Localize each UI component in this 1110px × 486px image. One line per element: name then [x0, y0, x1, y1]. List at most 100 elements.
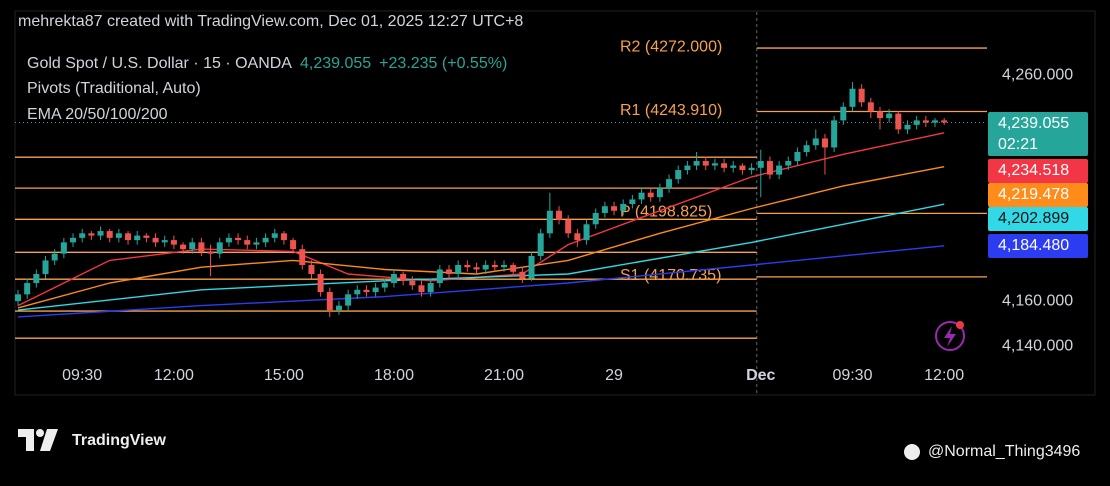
- candle-body: [262, 237, 269, 243]
- x-tick-label: 12:00: [924, 367, 964, 384]
- candle-body: [638, 192, 645, 200]
- candle-body: [895, 113, 902, 130]
- candle-body: [115, 233, 122, 238]
- ema-badge: [988, 183, 1088, 207]
- candle-body: [876, 111, 883, 119]
- candle-body: [125, 233, 132, 241]
- candle-body: [601, 206, 608, 213]
- candle-body: [748, 167, 755, 171]
- candle-body: [473, 267, 480, 270]
- candle-body: [235, 237, 242, 241]
- candle-body: [216, 242, 223, 254]
- candle-body: [611, 206, 618, 211]
- candle-body: [390, 274, 397, 284]
- candle-body: [97, 231, 104, 236]
- candle-body: [546, 210, 553, 234]
- candle-body: [143, 235, 150, 238]
- candle-body: [161, 240, 168, 243]
- candle-body: [785, 161, 792, 166]
- candle-body: [565, 219, 572, 234]
- pivot-label: R1 (4243.910): [620, 102, 722, 119]
- candle-body: [684, 165, 691, 171]
- candle-body: [280, 233, 287, 241]
- ema-line: [17, 203, 945, 311]
- price-badge: [988, 112, 1088, 156]
- candle-body: [629, 199, 636, 204]
- candle-body: [308, 264, 315, 274]
- ema-line: [17, 245, 945, 318]
- candle-body: [79, 233, 86, 238]
- candle-body: [501, 264, 508, 268]
- tradingview-logo: [18, 429, 58, 451]
- pivot-label: P (4198.825): [620, 204, 712, 221]
- symbol: Gold Spot / U.S. Dollar · 15 · OANDA: [27, 55, 292, 72]
- candle-body: [491, 264, 498, 268]
- candle-body: [42, 260, 49, 274]
- candle-body: [620, 203, 627, 211]
- candle-body: [445, 269, 452, 274]
- candle-body: [821, 138, 828, 148]
- candle-body: [803, 145, 810, 152]
- candle-body: [152, 237, 159, 243]
- candle-body: [345, 294, 352, 306]
- candle-body: [867, 102, 874, 112]
- candle-body: [409, 280, 416, 286]
- candle-body: [656, 188, 663, 198]
- candle-body: [583, 224, 590, 241]
- candle-body: [528, 255, 535, 279]
- candle-body: [482, 264, 489, 270]
- candle-body: [180, 244, 187, 250]
- candle-body: [574, 233, 581, 241]
- candle-body: [106, 231, 113, 238]
- candle-body: [24, 283, 31, 295]
- candle-body: [427, 283, 434, 293]
- candle-body: [941, 120, 948, 123]
- candle-body: [170, 240, 177, 245]
- y-tick-label: 4,160.000: [1002, 292, 1073, 309]
- candle-body: [702, 161, 709, 166]
- facebook-icon: [904, 444, 920, 460]
- candle-body: [60, 242, 67, 254]
- x-tick-label: 18:00: [374, 367, 414, 384]
- candle-body: [335, 305, 342, 311]
- candle-body: [317, 274, 324, 293]
- candle-body: [33, 274, 40, 284]
- ema-badge: [988, 207, 1088, 231]
- candle-body: [400, 274, 407, 281]
- candle-body: [766, 161, 773, 175]
- candle-body: [904, 124, 911, 130]
- candle-body: [739, 165, 746, 171]
- x-tick-label: 09:30: [832, 367, 872, 384]
- candle-body: [464, 264, 471, 268]
- candle-body: [290, 240, 297, 250]
- brand: TradingView: [72, 432, 167, 449]
- price-badge-label: 4,239.055: [998, 115, 1069, 132]
- candle-body: [757, 161, 764, 168]
- candle-body: [299, 249, 306, 265]
- candle-body: [519, 271, 526, 279]
- chart-panel: [14, 10, 1096, 396]
- last-price: 4,239.055: [300, 55, 371, 72]
- candle-body: [932, 120, 938, 123]
- candle-body: [363, 289, 370, 293]
- plot: 4,140.000 4,160.000 4,260.000 09:30 12:00 15:…: [15, 12, 1088, 396]
- candle-body: [418, 285, 425, 293]
- candle-body: [207, 251, 214, 254]
- candle-body: [455, 264, 462, 274]
- candle-body: [253, 242, 260, 245]
- countdown: 02:21: [998, 136, 1038, 153]
- candle-body: [134, 235, 141, 241]
- candle-body: [436, 269, 443, 284]
- candle-body: [913, 120, 920, 125]
- y-tick-label: 4,140.000: [1002, 338, 1073, 355]
- candle-body: [556, 210, 563, 220]
- candle-body: [858, 88, 865, 103]
- lightning-icon: [935, 321, 965, 351]
- x-tick-label: Dec: [746, 367, 775, 384]
- candle-body: [271, 233, 278, 238]
- candle-body: [711, 163, 718, 166]
- ema-badge-label: 4,234.518: [998, 162, 1069, 179]
- candle-body: [675, 170, 682, 180]
- candle-body: [721, 163, 728, 168]
- candle-body: [15, 294, 21, 302]
